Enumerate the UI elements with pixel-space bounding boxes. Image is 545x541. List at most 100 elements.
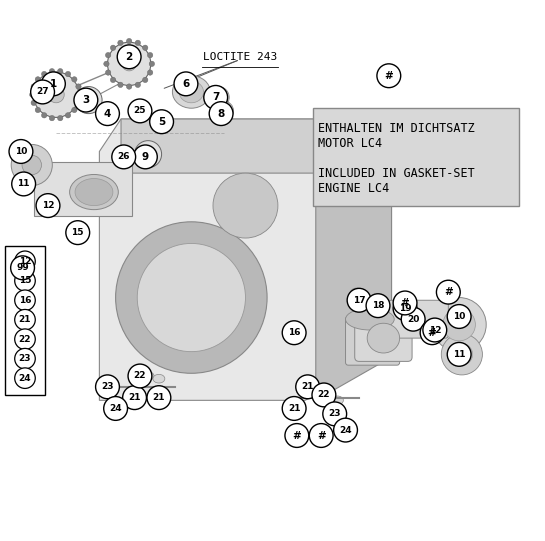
Circle shape — [147, 70, 153, 75]
FancyBboxPatch shape — [389, 300, 449, 338]
Circle shape — [41, 72, 65, 96]
Circle shape — [15, 309, 35, 330]
Text: #: # — [293, 431, 301, 440]
Circle shape — [11, 256, 34, 280]
Circle shape — [135, 40, 141, 45]
Circle shape — [126, 38, 132, 44]
Circle shape — [111, 45, 116, 50]
Circle shape — [208, 87, 229, 108]
Circle shape — [393, 296, 417, 320]
Circle shape — [117, 45, 141, 69]
Circle shape — [9, 140, 33, 163]
Text: 21: 21 — [153, 393, 165, 402]
Circle shape — [366, 294, 390, 318]
Circle shape — [142, 45, 148, 50]
Circle shape — [66, 221, 89, 245]
Text: 22: 22 — [19, 335, 31, 344]
Circle shape — [126, 84, 132, 89]
Circle shape — [312, 383, 336, 407]
Circle shape — [447, 305, 471, 328]
FancyBboxPatch shape — [355, 315, 412, 361]
Circle shape — [76, 100, 81, 105]
Text: 12: 12 — [428, 326, 441, 334]
Circle shape — [33, 72, 79, 117]
Ellipse shape — [320, 393, 332, 402]
Text: 24: 24 — [19, 374, 31, 382]
Circle shape — [31, 80, 54, 104]
Circle shape — [282, 397, 306, 420]
Circle shape — [209, 102, 233, 126]
Circle shape — [214, 101, 234, 121]
Circle shape — [65, 71, 71, 77]
Text: 23: 23 — [101, 382, 114, 391]
Circle shape — [35, 107, 40, 113]
Ellipse shape — [331, 396, 343, 405]
Text: 3: 3 — [82, 95, 89, 105]
Circle shape — [310, 424, 333, 447]
Circle shape — [75, 87, 102, 114]
Circle shape — [134, 145, 158, 169]
Circle shape — [35, 77, 40, 82]
Text: 10: 10 — [15, 147, 27, 156]
Text: 16: 16 — [19, 296, 31, 305]
Circle shape — [105, 52, 111, 58]
Circle shape — [147, 52, 153, 58]
Text: 5: 5 — [158, 117, 165, 127]
Text: MOTOR LC4: MOTOR LC4 — [318, 137, 383, 150]
Circle shape — [213, 173, 278, 238]
Text: 11: 11 — [17, 180, 30, 188]
Circle shape — [105, 70, 111, 75]
Circle shape — [137, 243, 245, 352]
Ellipse shape — [310, 391, 322, 399]
Circle shape — [11, 144, 52, 186]
Text: 15: 15 — [19, 276, 31, 285]
Text: 10: 10 — [453, 312, 465, 321]
Circle shape — [49, 69, 54, 74]
Circle shape — [149, 61, 155, 67]
Text: LOCTITE 243: LOCTITE 243 — [203, 52, 277, 62]
Text: 19: 19 — [399, 304, 411, 313]
FancyBboxPatch shape — [313, 108, 519, 206]
Text: 12: 12 — [19, 257, 31, 266]
Circle shape — [441, 334, 482, 375]
Circle shape — [296, 375, 319, 399]
Text: 9: 9 — [142, 152, 149, 162]
Circle shape — [95, 375, 119, 399]
Circle shape — [104, 61, 109, 67]
Circle shape — [71, 107, 77, 113]
Circle shape — [48, 87, 64, 103]
Circle shape — [15, 251, 35, 272]
Circle shape — [49, 115, 54, 121]
Circle shape — [31, 100, 37, 105]
Ellipse shape — [346, 308, 394, 330]
FancyBboxPatch shape — [34, 162, 132, 216]
Text: 11: 11 — [453, 350, 465, 359]
Circle shape — [104, 397, 128, 420]
Circle shape — [118, 40, 123, 45]
Circle shape — [58, 115, 63, 121]
Circle shape — [111, 77, 116, 83]
Text: 16: 16 — [288, 328, 300, 337]
Circle shape — [122, 57, 136, 71]
Circle shape — [377, 64, 401, 88]
Text: #: # — [444, 287, 453, 297]
Text: 21: 21 — [19, 315, 31, 324]
Text: 15: 15 — [71, 228, 84, 237]
Ellipse shape — [367, 323, 399, 353]
Circle shape — [31, 84, 37, 89]
Circle shape — [71, 77, 77, 82]
Text: 21: 21 — [128, 393, 141, 402]
Ellipse shape — [349, 288, 363, 302]
Circle shape — [41, 113, 47, 118]
Text: #: # — [317, 431, 325, 440]
Text: 1: 1 — [50, 79, 57, 89]
Circle shape — [15, 348, 35, 369]
Circle shape — [22, 155, 41, 175]
Text: 2: 2 — [125, 52, 133, 62]
Circle shape — [142, 77, 148, 83]
Circle shape — [116, 222, 267, 373]
Polygon shape — [121, 119, 391, 173]
Ellipse shape — [172, 76, 210, 108]
Text: #: # — [428, 328, 437, 338]
Text: 17: 17 — [353, 296, 365, 305]
